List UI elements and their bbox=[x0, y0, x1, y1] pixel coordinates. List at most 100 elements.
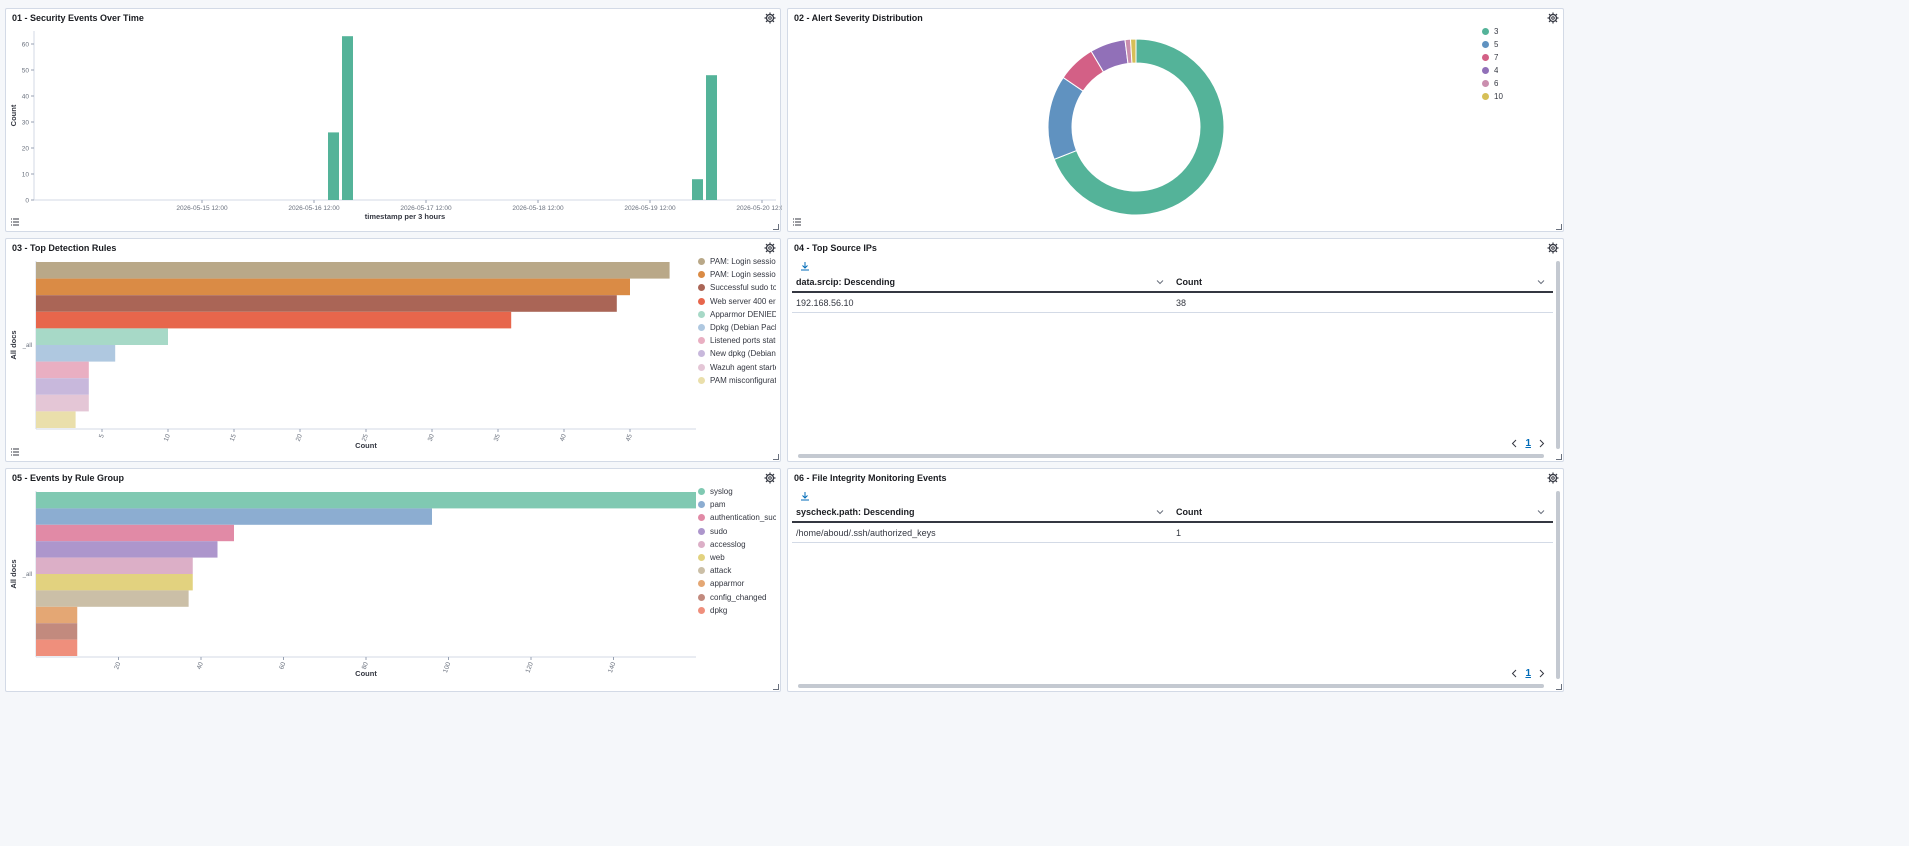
vertical-scrollbar[interactable] bbox=[1556, 261, 1560, 449]
x-axis-title: Count bbox=[355, 441, 377, 450]
gear-icon[interactable] bbox=[1547, 472, 1559, 484]
bar bbox=[36, 574, 193, 591]
resize-handle[interactable] bbox=[773, 684, 779, 690]
x-tick-label: 80 bbox=[361, 661, 370, 671]
y-axis-title: All docs bbox=[9, 559, 18, 588]
legend-dot bbox=[698, 324, 705, 331]
bar bbox=[36, 345, 116, 362]
chevron-left-icon[interactable] bbox=[1511, 439, 1517, 448]
resize-handle[interactable] bbox=[773, 224, 779, 230]
chevron-down-icon[interactable] bbox=[1156, 279, 1164, 285]
legend-item[interactable]: 5 bbox=[1482, 40, 1498, 49]
legend-item[interactable]: Web server 400 error code. bbox=[698, 297, 776, 306]
legend-item[interactable]: accesslog bbox=[698, 540, 776, 549]
legend-label: PAM: Login session closed. bbox=[710, 270, 776, 280]
horizontal-scrollbar[interactable] bbox=[798, 454, 1544, 458]
column-header-path[interactable]: syscheck.path: Descending bbox=[792, 503, 1172, 521]
column-header-count[interactable]: Count bbox=[1172, 273, 1553, 291]
legend-item[interactable]: syslog bbox=[698, 487, 776, 496]
resize-handle[interactable] bbox=[1556, 684, 1562, 690]
column-header-srcip[interactable]: data.srcip: Descending bbox=[792, 273, 1172, 291]
gear-icon[interactable] bbox=[1547, 242, 1559, 254]
legend-item[interactable]: authentication_success bbox=[698, 513, 776, 522]
rule-groups-chart: _all 20 40 60 80 100 120 140 Count All docs bbox=[9, 491, 696, 678]
page-number[interactable]: 1 bbox=[1525, 668, 1531, 679]
chevron-left-icon[interactable] bbox=[1511, 669, 1517, 678]
legend-dot bbox=[1482, 80, 1489, 87]
legend-item[interactable]: Successful sudo to ROOT executed. bbox=[698, 283, 776, 292]
legend-dot bbox=[698, 271, 705, 279]
gear-icon[interactable] bbox=[764, 472, 776, 484]
legend-toggle-icon[interactable] bbox=[10, 217, 20, 227]
legend-item[interactable]: 10 bbox=[1482, 92, 1503, 101]
y-tick-label: 60 bbox=[22, 42, 30, 49]
x-tick-label: 120 bbox=[525, 661, 535, 674]
legend-item[interactable]: 3 bbox=[1482, 27, 1498, 36]
x-tick-label: 10 bbox=[163, 433, 172, 443]
download-icon[interactable] bbox=[800, 261, 810, 271]
resize-handle[interactable] bbox=[1556, 454, 1562, 460]
y-axis-title: Count bbox=[9, 104, 18, 126]
legend-item[interactable]: 4 bbox=[1482, 66, 1498, 75]
legend-item[interactable]: sudo bbox=[698, 527, 776, 536]
chevron-down-icon[interactable] bbox=[1156, 509, 1164, 515]
x-tick-label: 35 bbox=[493, 433, 502, 443]
legend-item[interactable]: config_changed bbox=[698, 593, 776, 602]
panel-events-by-rule-group: 05 - Events by Rule Group _all 20 40 60 80 10… bbox=[5, 468, 781, 692]
column-header-count[interactable]: Count bbox=[1172, 503, 1553, 521]
y-axis-title: All docs bbox=[9, 330, 18, 359]
legend-toggle-icon[interactable] bbox=[10, 447, 20, 457]
legend-item[interactable]: Dpkg (Debian Package) half configured. bbox=[698, 323, 776, 332]
legend-item[interactable]: attack bbox=[698, 566, 776, 575]
panel-top-source-ips: 04 - Top Source IPs data.srcip: Descendi… bbox=[787, 238, 1564, 462]
x-tick-label: 20 bbox=[295, 433, 304, 443]
panel-title: 04 - Top Source IPs bbox=[794, 243, 877, 253]
resize-handle[interactable] bbox=[773, 454, 779, 460]
legend-dot bbox=[698, 527, 705, 535]
legend-item[interactable]: Listened ports status (netstat) changed … bbox=[698, 336, 776, 345]
gear-icon[interactable] bbox=[764, 242, 776, 254]
legend-dot bbox=[698, 554, 705, 561]
legend-label: Listened ports status (netstat) changed … bbox=[710, 336, 776, 346]
x-tick-label: 2026-05-17 12:00 bbox=[400, 205, 452, 212]
legend-item[interactable]: Apparmor DENIED mknod operation. bbox=[698, 310, 776, 319]
legend-item[interactable]: 7 bbox=[1482, 53, 1498, 62]
legend-item[interactable]: PAM: Login session opened. bbox=[698, 257, 776, 266]
legend-dot bbox=[698, 363, 705, 371]
panel-title: 03 - Top Detection Rules bbox=[12, 243, 117, 253]
legend-item[interactable]: New dpkg (Debian Package) installed. bbox=[698, 349, 776, 358]
legend-item[interactable]: pam bbox=[698, 500, 776, 509]
vertical-scrollbar[interactable] bbox=[1556, 491, 1560, 679]
y-tick-label: 50 bbox=[22, 68, 30, 75]
legend-item[interactable]: apparmor bbox=[698, 579, 776, 588]
gear-icon[interactable] bbox=[1547, 12, 1559, 24]
legend-dot bbox=[698, 567, 705, 575]
legend-label: 10 bbox=[1494, 92, 1503, 101]
y-tick-label: 40 bbox=[22, 94, 30, 101]
horizontal-scrollbar[interactable] bbox=[798, 684, 1544, 688]
legend-item[interactable]: PAM misconfiguration. bbox=[698, 376, 776, 385]
chevron-right-icon[interactable] bbox=[1539, 439, 1545, 448]
legend-item[interactable]: Wazuh agent started. bbox=[698, 363, 776, 372]
column-header-label: data.srcip: Descending bbox=[796, 277, 896, 287]
download-icon[interactable] bbox=[800, 491, 810, 501]
legend-dot bbox=[698, 540, 705, 548]
legend-item[interactable]: web bbox=[698, 553, 776, 562]
legend-item[interactable]: PAM: Login session closed. bbox=[698, 270, 776, 279]
legend-label: authentication_success bbox=[710, 513, 776, 523]
legend-item[interactable]: 6 bbox=[1482, 79, 1498, 88]
chevron-down-icon[interactable] bbox=[1537, 509, 1545, 515]
legend-label: 7 bbox=[1494, 53, 1499, 62]
x-tick-label: 25 bbox=[361, 433, 370, 443]
legend-label: syslog bbox=[710, 487, 733, 496]
legend-label: 3 bbox=[1494, 27, 1499, 36]
legend-toggle-icon[interactable] bbox=[792, 217, 802, 227]
chevron-right-icon[interactable] bbox=[1539, 669, 1545, 678]
bar bbox=[692, 179, 703, 200]
resize-handle[interactable] bbox=[1556, 224, 1562, 230]
page-number[interactable]: 1 bbox=[1525, 438, 1531, 449]
gear-icon[interactable] bbox=[764, 12, 776, 24]
panel-title: 01 - Security Events Over Time bbox=[12, 13, 144, 23]
legend-item[interactable]: dpkg bbox=[698, 606, 776, 615]
chevron-down-icon[interactable] bbox=[1537, 279, 1545, 285]
